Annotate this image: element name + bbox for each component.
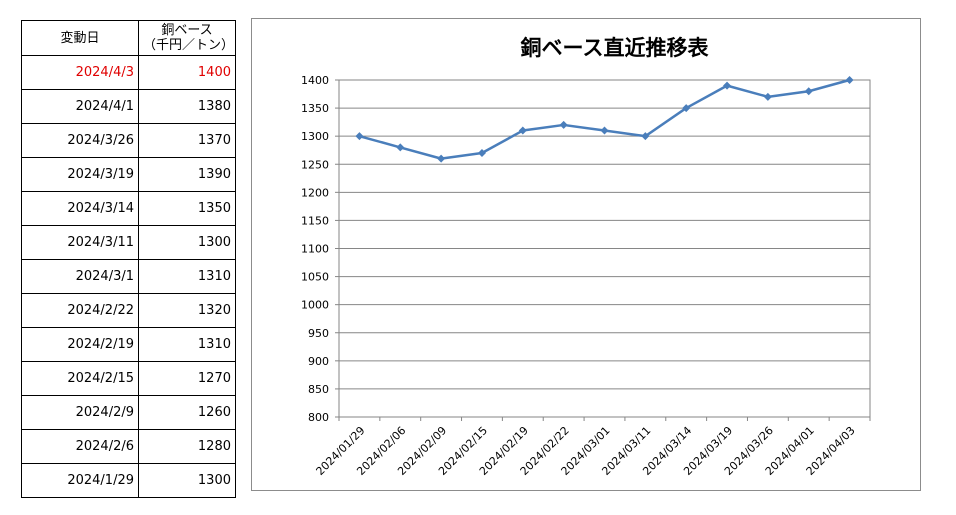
- row-price: 1390: [138, 157, 236, 192]
- row-date: 2024/3/14: [21, 191, 139, 226]
- data-point-marker: [845, 76, 854, 84]
- y-tick-label: 1300: [301, 130, 329, 143]
- row-price: 1300: [138, 225, 236, 260]
- table-row: 2024/2/22 1320: [21, 293, 236, 328]
- data-point-marker: [804, 87, 813, 96]
- row-price: 1260: [138, 395, 236, 430]
- table-row: 2024/3/19 1390: [21, 157, 236, 192]
- data-point-marker: [559, 120, 568, 129]
- row-date: 2024/3/11: [21, 225, 139, 260]
- data-point-marker: [641, 132, 650, 141]
- data-point-marker: [437, 154, 446, 163]
- y-tick-label: 900: [308, 355, 329, 368]
- row-price: 1280: [138, 429, 236, 464]
- header-copper-base: 銅ベース （千円／トン）: [138, 20, 236, 56]
- table-row: 2024/3/14 1350: [21, 191, 236, 226]
- data-point-marker: [518, 126, 527, 135]
- row-date: 2024/2/9: [21, 395, 139, 430]
- row-date: 2024/2/22: [21, 293, 139, 328]
- row-price: 1270: [138, 361, 236, 396]
- row-date: 2024/2/19: [21, 327, 139, 362]
- y-tick-label: 1050: [301, 271, 329, 284]
- y-tick-label: 850: [308, 383, 329, 396]
- data-point-marker: [723, 81, 732, 90]
- data-point-marker: [600, 126, 609, 135]
- series-line: [359, 78, 850, 160]
- table-header-row: 変動日 銅ベース （千円／トン）: [21, 20, 236, 56]
- y-tick-label: 1200: [301, 186, 329, 199]
- header-copper-base-unit: （千円／トン）: [143, 38, 235, 53]
- data-point-marker: [682, 104, 691, 113]
- plot-area-border: [338, 79, 871, 418]
- row-price: 1320: [138, 293, 236, 328]
- row-price: 1310: [138, 327, 236, 362]
- row-date: 2024/4/3: [21, 55, 139, 90]
- data-point-marker: [763, 92, 772, 101]
- y-tick-label: 1100: [301, 243, 329, 256]
- table-row: 2024/3/1 1310: [21, 259, 236, 294]
- row-date: 2024/3/26: [21, 123, 139, 158]
- y-tick-label: 800: [308, 411, 329, 424]
- y-tick-label: 1150: [301, 214, 329, 227]
- row-date: 2024/4/1: [21, 89, 139, 124]
- table-row: 2024/2/6 1280: [21, 429, 236, 464]
- row-price: 1300: [138, 463, 236, 498]
- y-tick-label: 1350: [301, 102, 329, 115]
- chart-title: 銅ベース直近推移表: [521, 36, 710, 60]
- table-body: 2024/4/3 1400 2024/4/1 1380 2024/3/26 1370 202…: [21, 55, 236, 498]
- table-row: 2024/2/19 1310: [21, 327, 236, 362]
- table-row: 2024/4/3 1400: [21, 55, 236, 90]
- y-tick-label: 1250: [301, 158, 329, 171]
- table-row: 2024/3/11 1300: [21, 225, 236, 260]
- header-change-date: 変動日: [21, 20, 139, 56]
- y-tick-label: 1000: [301, 299, 329, 312]
- table-row: 2024/2/15 1270: [21, 361, 236, 396]
- y-tick-label: 1400: [301, 74, 329, 87]
- row-date: 2024/2/15: [21, 361, 139, 396]
- y-tick-label: 950: [308, 327, 329, 340]
- price-history-table: 変動日 銅ベース （千円／トン） 2024/4/3 1400 2024/4/1 138…: [21, 20, 236, 498]
- row-date: 2024/3/19: [21, 157, 139, 192]
- table-row: 2024/3/26 1370: [21, 123, 236, 158]
- line-chart: 銅ベース直近推移表 800 850 900 950 1000 1050 1100 1150 120…: [301, 36, 871, 478]
- table-row: 2024/1/29 1300: [21, 463, 236, 498]
- header-copper-base-title: 銅ベース: [161, 23, 213, 38]
- row-price: 1370: [138, 123, 236, 158]
- table-row: 2024/4/1 1380: [21, 89, 236, 124]
- row-price: 1350: [138, 191, 236, 226]
- data-point-marker: [477, 149, 486, 158]
- row-date: 2024/3/1: [21, 259, 139, 294]
- row-date: 2024/2/6: [21, 429, 139, 464]
- row-price: 1380: [138, 89, 236, 124]
- row-price: 1310: [138, 259, 236, 294]
- row-price: 1400: [138, 55, 236, 90]
- data-point-marker: [396, 143, 405, 152]
- chart-area: 銅ベース直近推移表 800 850 900 950 1000 1050 1100 1150 120…: [251, 18, 921, 491]
- table-row: 2024/2/9 1260: [21, 395, 236, 430]
- row-date: 2024/1/29: [21, 463, 139, 498]
- data-point-marker: [355, 132, 364, 141]
